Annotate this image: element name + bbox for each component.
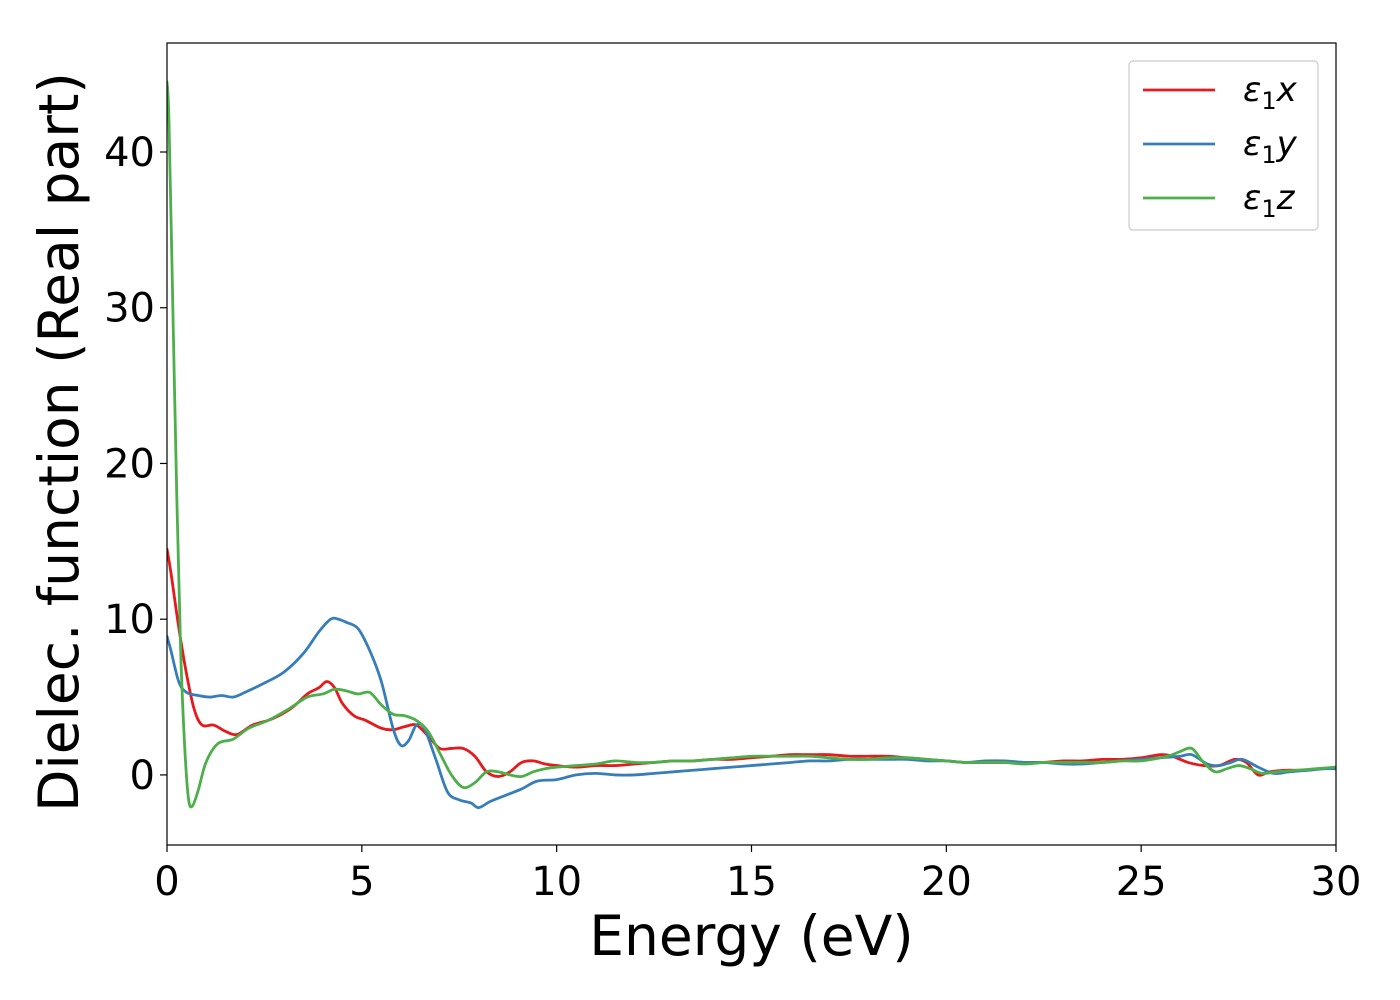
series-layer	[167, 80, 1336, 810]
series-line-x	[167, 547, 1336, 778]
x-tick-label: 15	[726, 859, 777, 905]
x-tick-label: 20	[921, 859, 972, 905]
y-axis-ticks: 0 10 20 30 40	[104, 130, 167, 799]
x-tick-label: 0	[154, 859, 179, 905]
y-tick-label: 40	[104, 130, 155, 176]
legend-box	[1128, 60, 1319, 231]
x-axis-label: Energy (eV)	[589, 904, 913, 968]
x-tick-label: 10	[531, 859, 582, 905]
x-tick-label: 25	[1116, 859, 1167, 905]
legend: ε1x ε1y ε1z	[1128, 60, 1319, 231]
legend-label-y: ε1y	[1243, 124, 1298, 169]
series-line-y	[167, 616, 1336, 810]
x-tick-label: 30	[1311, 859, 1362, 905]
legend-label-z: ε1z	[1243, 178, 1296, 223]
series-line-z	[167, 80, 1336, 809]
y-tick-label: 10	[104, 597, 155, 643]
x-tick-label: 5	[349, 859, 374, 905]
y-tick-label: 30	[104, 286, 155, 332]
legend-label-x: ε1x	[1243, 70, 1298, 115]
x-axis-ticks: 0 5 10 15 20 25 30	[154, 845, 1361, 905]
y-tick-label: 20	[104, 441, 155, 487]
y-tick-label: 0	[130, 753, 155, 799]
y-axis-label: Dielec. function (Real part)	[27, 72, 91, 812]
